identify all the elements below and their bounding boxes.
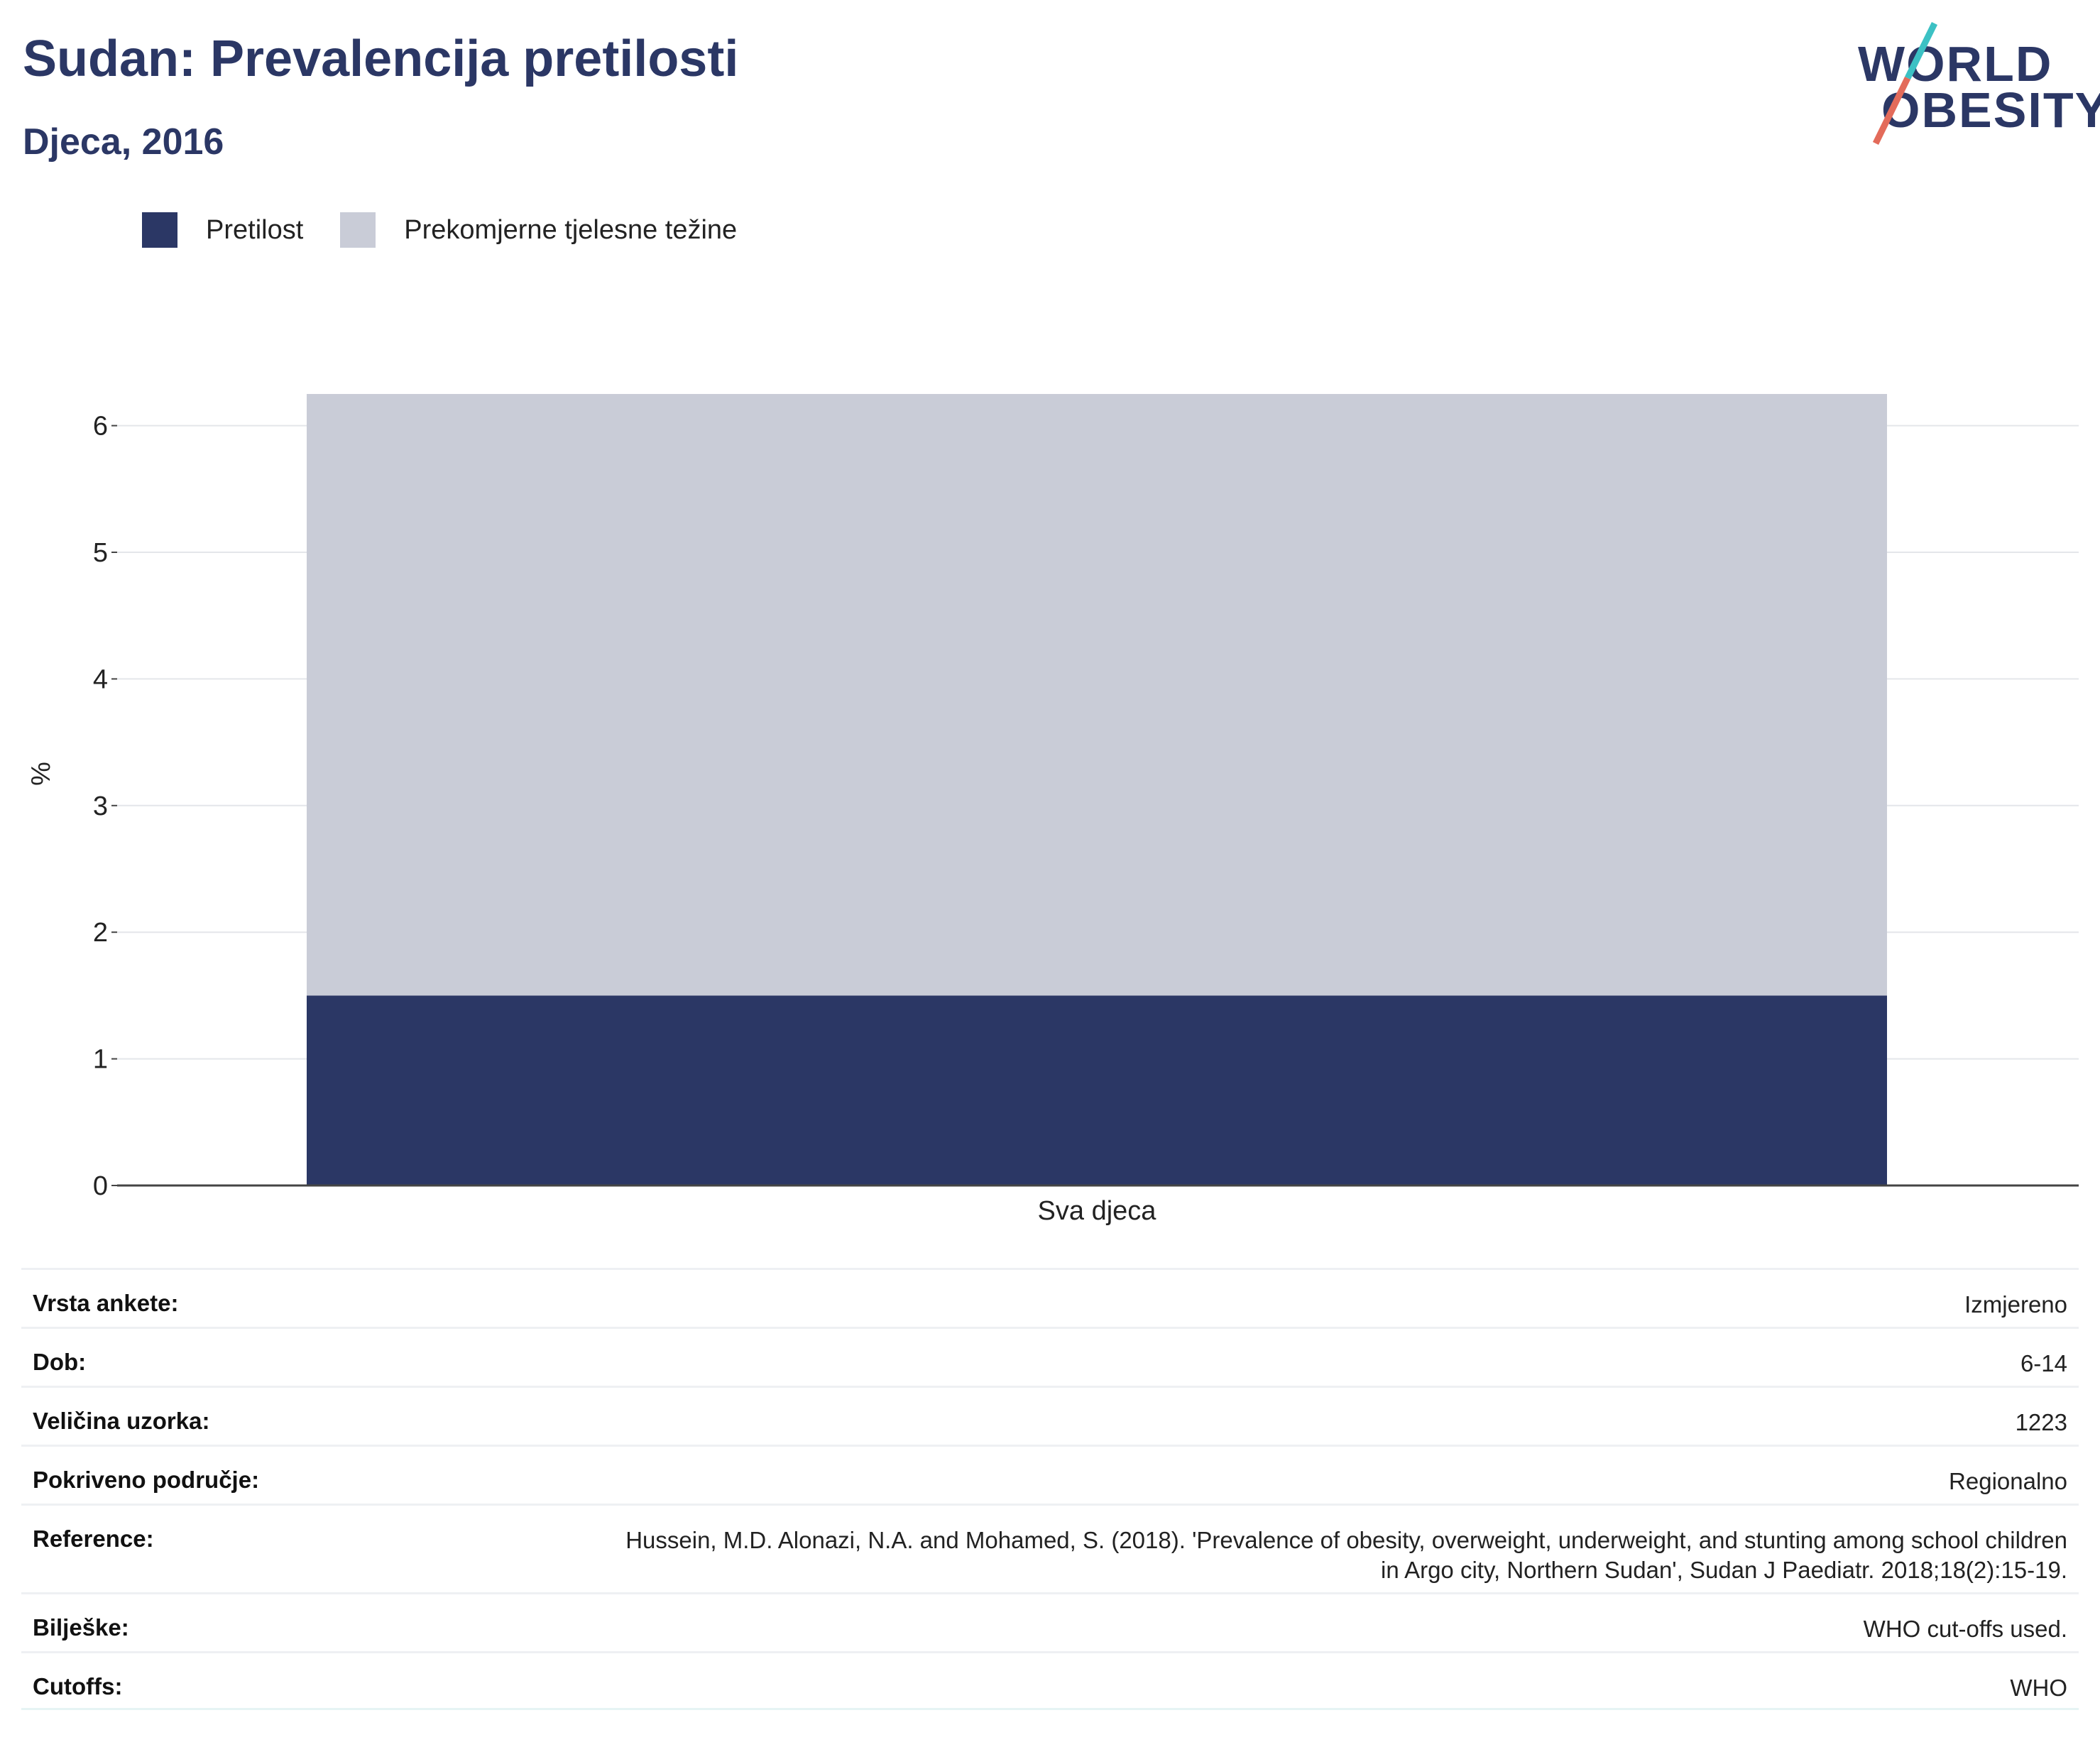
info-row: Reference: Hussein, M.D. Alonazi, N.A. an… bbox=[21, 1504, 2079, 1592]
page-subtitle: Djeca, 2016 bbox=[23, 121, 224, 163]
y-tick-label: 4 bbox=[93, 664, 108, 694]
info-key: Vrsta ankete: bbox=[33, 1290, 179, 1316]
info-value: 1223 bbox=[2015, 1409, 2067, 1435]
logo-slash-icon bbox=[1872, 22, 1938, 145]
info-key: Bilješke: bbox=[33, 1614, 129, 1641]
info-key: Veličina uzorka: bbox=[33, 1408, 210, 1434]
info-key: Dob: bbox=[33, 1349, 87, 1375]
info-key: Cutoffs: bbox=[33, 1673, 123, 1699]
info-row: Pokriveno područje: Regionalno bbox=[21, 1445, 2079, 1504]
chart-legend: Pretilost Prekomjerne tjelesne težine bbox=[142, 212, 774, 248]
bar-overweight bbox=[307, 394, 1887, 996]
legend-item-obesity[interactable]: Pretilost bbox=[142, 212, 303, 248]
bar-obesity bbox=[307, 995, 1887, 1185]
info-row: Cutoffs: WHO bbox=[21, 1651, 2079, 1710]
info-value: Hussein, M.D. Alonazi, N.A. and Mohamed,… bbox=[625, 1527, 2067, 1583]
y-tick-label: 0 bbox=[93, 1171, 108, 1201]
legend-label-obesity: Pretilost bbox=[206, 214, 304, 245]
info-row: Dob: 6-14 bbox=[21, 1327, 2079, 1386]
y-tick-label: 2 bbox=[93, 918, 108, 948]
info-key: Pokriveno područje: bbox=[33, 1467, 260, 1493]
legend-swatch-overweight bbox=[340, 212, 376, 248]
info-value: WHO cut-offs used. bbox=[1863, 1616, 2067, 1642]
bar-chart: 0 1 2 3 4 5 6 Sva djeca% bbox=[26, 394, 2079, 1226]
y-tick-label: 1 bbox=[93, 1045, 108, 1075]
survey-info-table: Vrsta ankete: Izmjereno Dob: 6-14 Veličina u… bbox=[21, 1268, 2079, 1710]
info-row: Bilješke: WHO cut-offs used. bbox=[21, 1592, 2079, 1651]
logo-word-obesity: OBESITY bbox=[1881, 82, 2100, 138]
info-value: Regionalno bbox=[1949, 1468, 2067, 1494]
y-axis-label: % bbox=[26, 762, 56, 786]
world-obesity-logo: WORLD OBESITY bbox=[1846, 18, 2100, 153]
legend-item-overweight[interactable]: Prekomjerne tjelesne težine bbox=[340, 212, 737, 248]
legend-swatch-obesity bbox=[142, 212, 177, 248]
page-title: Sudan: Prevalencija pretilosti bbox=[23, 31, 739, 87]
info-row: Veličina uzorka: 1223 bbox=[21, 1386, 2079, 1445]
info-value: Izmjereno bbox=[1964, 1291, 2067, 1318]
info-value: 6-14 bbox=[2020, 1350, 2067, 1376]
info-row: Vrsta ankete: Izmjereno bbox=[21, 1268, 2079, 1327]
y-tick-label: 3 bbox=[93, 792, 108, 821]
legend-label-overweight: Prekomjerne tjelesne težine bbox=[404, 214, 738, 245]
info-key: Reference: bbox=[33, 1526, 154, 1552]
x-tick-label: Sva djeca bbox=[1038, 1196, 1157, 1226]
y-tick-label: 6 bbox=[93, 412, 108, 442]
y-tick-label: 5 bbox=[93, 538, 108, 568]
info-value: WHO bbox=[2010, 1675, 2067, 1701]
logo-word-world: WORLD bbox=[1858, 36, 2053, 92]
